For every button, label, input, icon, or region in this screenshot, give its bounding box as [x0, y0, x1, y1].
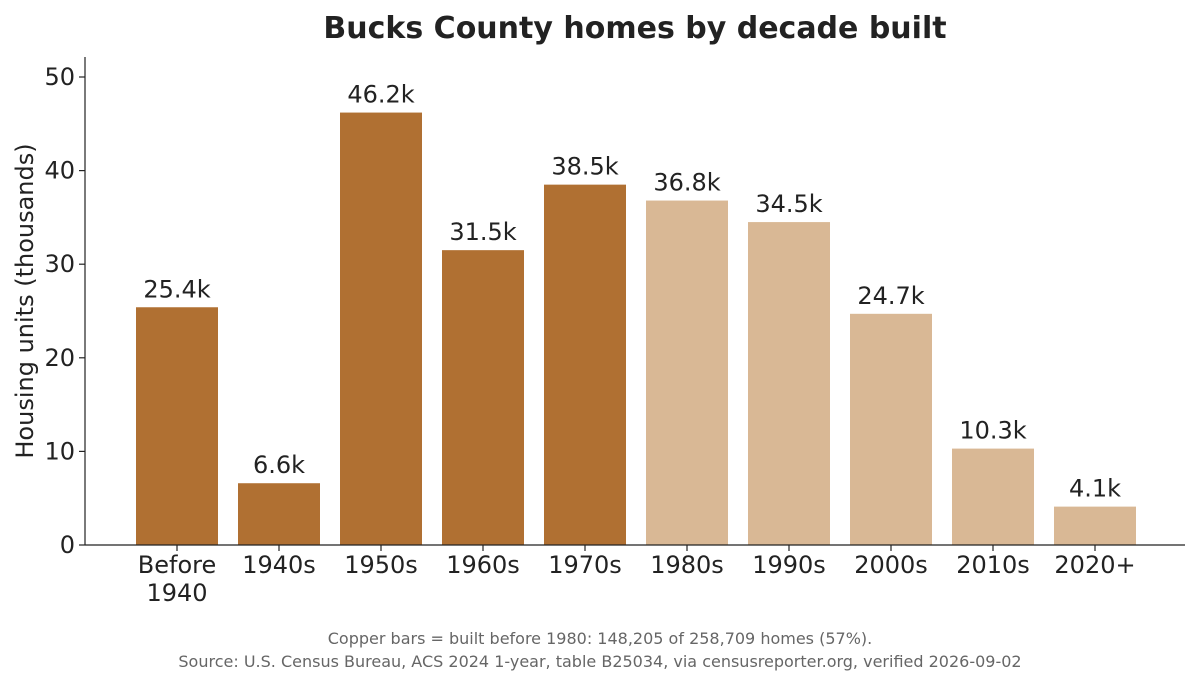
y-tick-label: 20 — [44, 344, 75, 372]
data-label: 10.3k — [959, 417, 1026, 445]
data-label: 24.7k — [857, 282, 924, 310]
x-tick-label: 1940s — [242, 551, 316, 579]
y-tick-label: 50 — [44, 63, 75, 91]
data-label: 25.4k — [143, 275, 210, 303]
data-label: 31.5k — [449, 218, 516, 246]
data-label: 36.8k — [653, 169, 720, 197]
bar-2010s — [952, 448, 1034, 545]
x-tick-label: 1950s — [344, 551, 418, 579]
x-tick-label: Before 1940 — [138, 551, 216, 607]
data-label: 34.5k — [755, 190, 822, 218]
x-tick-label: 2010s — [956, 551, 1030, 579]
y-axis-ticks: 0 10 20 30 40 50 — [44, 63, 85, 559]
data-label: 46.2k — [347, 81, 414, 109]
x-tick-label: 1980s — [650, 551, 724, 579]
y-tick-label: 30 — [44, 250, 75, 278]
y-tick-label: 0 — [60, 531, 75, 559]
bar-before-1940 — [136, 307, 218, 545]
x-tick-label: 2020+ — [1054, 551, 1135, 579]
plot-area: 25.4k 6.6k 46.2k 31.5k 38.5k 36.8k 34.5k 24.7k 1… — [44, 57, 1185, 607]
x-tick-label: 1990s — [752, 551, 826, 579]
chart-title: Bucks County homes by decade built — [323, 11, 946, 46]
y-tick-label: 40 — [44, 157, 75, 185]
bar-1990s — [748, 222, 830, 545]
data-label: 6.6k — [253, 451, 305, 479]
bar-2000s — [850, 313, 932, 545]
x-axis-ticks: Before 1940 1940s 1950s 1960s 1970s 1980s 1990s… — [138, 545, 1136, 607]
footnote-source: Source: U.S. Census Bureau, ACS 2024 1-y… — [178, 652, 1021, 671]
x-tick-label: 1970s — [548, 551, 622, 579]
y-tick-label: 10 — [44, 437, 75, 465]
bar-2020plus — [1054, 506, 1136, 545]
data-labels: 25.4k 6.6k 46.2k 31.5k 38.5k 36.8k 34.5k 24.7k 1… — [143, 81, 1121, 503]
x-tick-label: 2000s — [854, 551, 928, 579]
bar-1970s — [544, 184, 626, 545]
bars — [136, 112, 1136, 546]
bar-1950s — [340, 112, 422, 546]
y-axis-label: Housing units (thousands) — [11, 143, 39, 458]
bar-1960s — [442, 250, 524, 545]
bar-1940s — [238, 483, 320, 545]
bar-1980s — [646, 200, 728, 545]
data-label: 38.5k — [551, 153, 618, 181]
x-tick-label: 1960s — [446, 551, 520, 579]
footnote-copper-bars: Copper bars = built before 1980: 148,205… — [328, 629, 872, 648]
data-label: 4.1k — [1069, 475, 1121, 503]
